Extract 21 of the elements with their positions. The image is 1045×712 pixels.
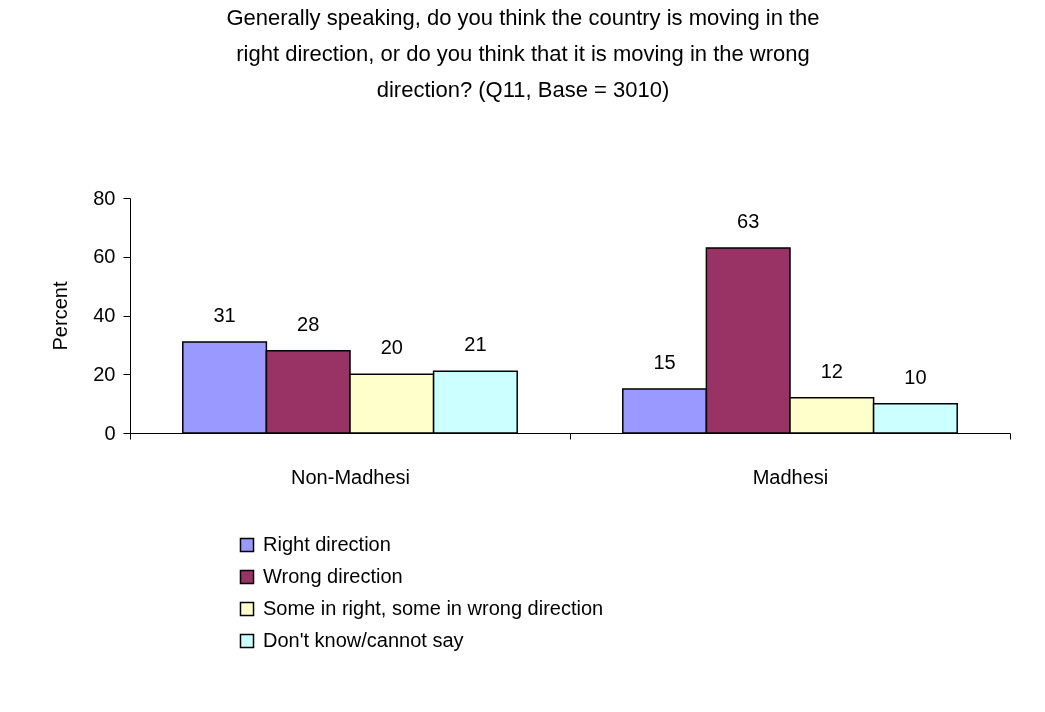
y-tick-label: 40 — [93, 304, 116, 326]
data-label: 12 — [820, 359, 843, 382]
legend-label: Right direction — [263, 533, 391, 555]
y-tick-label: 60 — [93, 245, 116, 268]
data-label: 21 — [464, 333, 487, 356]
data-label: 28 — [297, 312, 320, 335]
y-tick-label: 20 — [93, 362, 116, 385]
y-axis-title: Percent — [49, 281, 72, 351]
data-label: 15 — [653, 350, 676, 373]
x-tick-label: Non-Madhesi — [291, 465, 410, 488]
x-tick-label: Madhesi — [752, 465, 829, 488]
data-label: 31 — [213, 303, 236, 326]
y-tick-label: 0 — [104, 421, 116, 444]
legend-label: Wrong direction — [263, 565, 403, 587]
data-label: 20 — [380, 336, 403, 359]
data-label: 10 — [904, 365, 927, 388]
legend-label: Some in right, some in wrong direction — [263, 597, 604, 619]
legend-label: Don't know/cannot say — [263, 629, 464, 651]
y-tick-label: 80 — [93, 186, 116, 209]
data-label: 63 — [737, 209, 760, 232]
chart-title: Generally speaking, do you think the country is moving in the right direction, or do you think that it is moving in the wrong direction? (Q11, Base = 3010) — [226, 5, 820, 102]
